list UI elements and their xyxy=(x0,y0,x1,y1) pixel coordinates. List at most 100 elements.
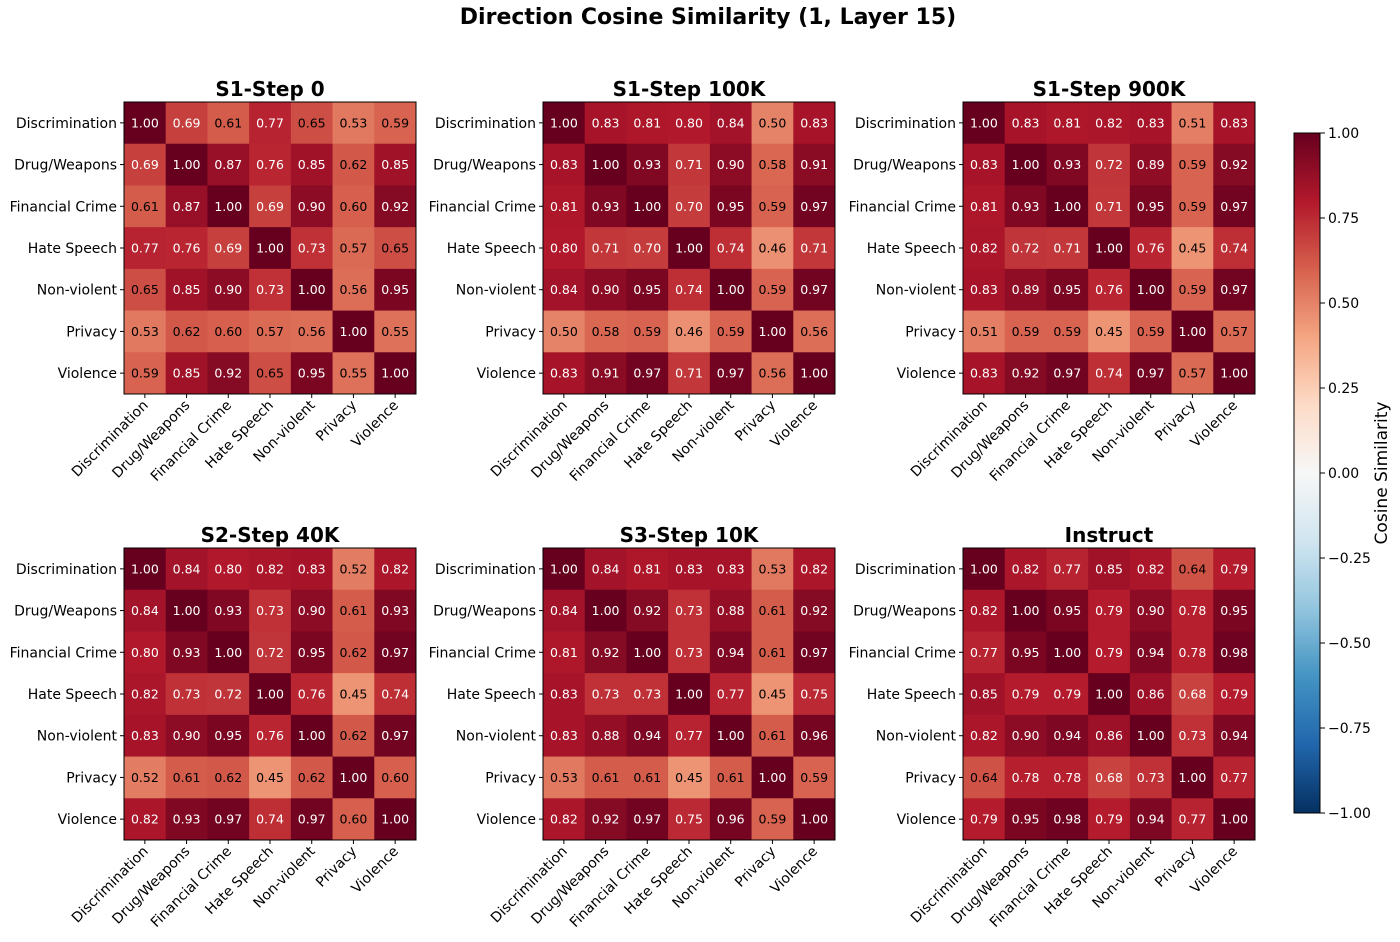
cell-value-label: 0.71 xyxy=(592,241,620,256)
heatmap-cell xyxy=(543,714,586,757)
cell-value-label: 0.53 xyxy=(340,115,368,130)
cell-value-label: 0.83 xyxy=(550,157,578,172)
heatmap-cell xyxy=(751,143,794,186)
colorbar-tick-label: 0.50 xyxy=(1328,296,1359,312)
cell-value-label: 0.77 xyxy=(717,687,745,702)
heatmap-cell xyxy=(332,756,375,799)
y-tick-label: Drug/Weapons xyxy=(853,158,956,174)
cell-value-label: 0.90 xyxy=(173,728,201,743)
heatmap-cell xyxy=(668,548,711,591)
heatmap-cell xyxy=(1171,589,1214,632)
heatmap-cell xyxy=(1171,548,1214,591)
cell-value-label: 0.90 xyxy=(1012,728,1040,743)
cell-value-label: 0.83 xyxy=(592,115,620,130)
cell-value-label: 0.97 xyxy=(717,366,745,381)
heatmap-cell xyxy=(165,631,208,674)
cell-value-label: 0.83 xyxy=(970,157,998,172)
x-tick-label: Discrimination xyxy=(908,398,991,481)
heatmap-cell xyxy=(1213,310,1256,353)
cell-value-label: 0.72 xyxy=(256,645,284,660)
heatmap-cell xyxy=(1046,102,1089,145)
heatmap-cell xyxy=(793,631,836,674)
heatmap-cell xyxy=(543,352,586,395)
cell-value-label: 1.00 xyxy=(800,366,828,381)
cell-value-label: 0.92 xyxy=(592,812,620,827)
heatmap-cell xyxy=(1088,798,1131,841)
cell-value-label: 0.51 xyxy=(1179,115,1207,130)
cell-value-label: 0.82 xyxy=(131,812,159,827)
cell-value-label: 0.45 xyxy=(256,770,284,785)
cell-value-label: 0.87 xyxy=(214,157,242,172)
heatmap-cell xyxy=(584,102,627,145)
heatmap-cell xyxy=(290,310,333,353)
cell-value-label: 0.71 xyxy=(1053,241,1081,256)
heatmap-cell xyxy=(332,143,375,186)
heatmap-cell xyxy=(207,310,250,353)
cell-value-label: 0.95 xyxy=(214,728,242,743)
cell-value-label: 0.83 xyxy=(550,687,578,702)
y-tick-label: Financial Crime xyxy=(429,199,536,215)
heatmap-cell xyxy=(332,102,375,145)
cell-value-label: 0.82 xyxy=(131,687,159,702)
heatmap-cell xyxy=(165,185,208,228)
heatmap-cell xyxy=(751,756,794,799)
cell-value-label: 0.79 xyxy=(1095,812,1123,827)
cell-value-label: 1.00 xyxy=(1053,199,1081,214)
cell-value-label: 0.73 xyxy=(1137,770,1165,785)
cell-value-label: 1.00 xyxy=(214,199,242,214)
heatmap-cell xyxy=(709,548,752,591)
heatmap-cell xyxy=(1088,143,1131,186)
heatmap-cell xyxy=(1088,548,1131,591)
cell-value-label: 0.80 xyxy=(214,561,242,576)
heatmap-cell xyxy=(1129,548,1172,591)
cell-value-label: 0.94 xyxy=(1137,812,1165,827)
cell-value-label: 0.61 xyxy=(173,770,201,785)
cell-value-label: 0.59 xyxy=(1053,324,1081,339)
cell-value-label: 0.59 xyxy=(1137,324,1165,339)
colorbar-tick-label: −0.75 xyxy=(1328,721,1371,737)
heatmap-cell xyxy=(332,589,375,632)
heatmap-cell xyxy=(1046,310,1089,353)
heatmap-cell xyxy=(793,798,836,841)
heatmap-cell xyxy=(668,102,711,145)
y-tick-label: Discrimination xyxy=(435,116,536,132)
cell-value-label: 0.93 xyxy=(381,603,409,618)
cell-value-label: 0.97 xyxy=(1053,366,1081,381)
heatmap-cell xyxy=(332,631,375,674)
heatmap-cell xyxy=(249,798,292,841)
heatmap-cell xyxy=(543,185,586,228)
heatmap-cell xyxy=(543,756,586,799)
heatmap-cell xyxy=(1213,589,1256,632)
cell-value-label: 0.56 xyxy=(800,324,828,339)
cell-value-label: 0.50 xyxy=(759,115,787,130)
cell-value-label: 0.82 xyxy=(1012,561,1040,576)
cell-value-label: 0.57 xyxy=(1220,324,1248,339)
cell-value-label: 0.97 xyxy=(1220,282,1248,297)
heatmap-cell xyxy=(584,227,627,270)
cell-value-label: 0.45 xyxy=(340,687,368,702)
cell-value-label: 0.93 xyxy=(173,812,201,827)
cell-value-label: 0.98 xyxy=(1220,645,1248,660)
heatmap-cell xyxy=(1088,268,1131,311)
cell-value-label: 0.56 xyxy=(298,324,326,339)
cell-value-label: 0.92 xyxy=(633,603,661,618)
cell-value-label: 0.74 xyxy=(381,687,409,702)
cell-value-label: 0.75 xyxy=(800,687,828,702)
y-tick-label: Discrimination xyxy=(855,116,956,132)
heatmap-cell xyxy=(751,548,794,591)
cell-value-label: 0.76 xyxy=(298,687,326,702)
heatmap-cell xyxy=(249,185,292,228)
heatmap-cell xyxy=(1171,756,1214,799)
cell-value-label: 0.83 xyxy=(1220,115,1248,130)
cell-value-label: 0.80 xyxy=(550,241,578,256)
heatmap-cell xyxy=(963,673,1006,716)
cell-value-label: 0.79 xyxy=(1095,645,1123,660)
cell-value-label: 0.64 xyxy=(970,770,998,785)
heatmap-cell xyxy=(626,631,669,674)
heatmap-cell xyxy=(584,352,627,395)
cell-value-label: 0.65 xyxy=(256,366,284,381)
heatmap-cell xyxy=(963,352,1006,395)
cell-value-label: 1.00 xyxy=(717,728,745,743)
heatmap-cell xyxy=(963,310,1006,353)
heatmap-cell xyxy=(207,714,250,757)
